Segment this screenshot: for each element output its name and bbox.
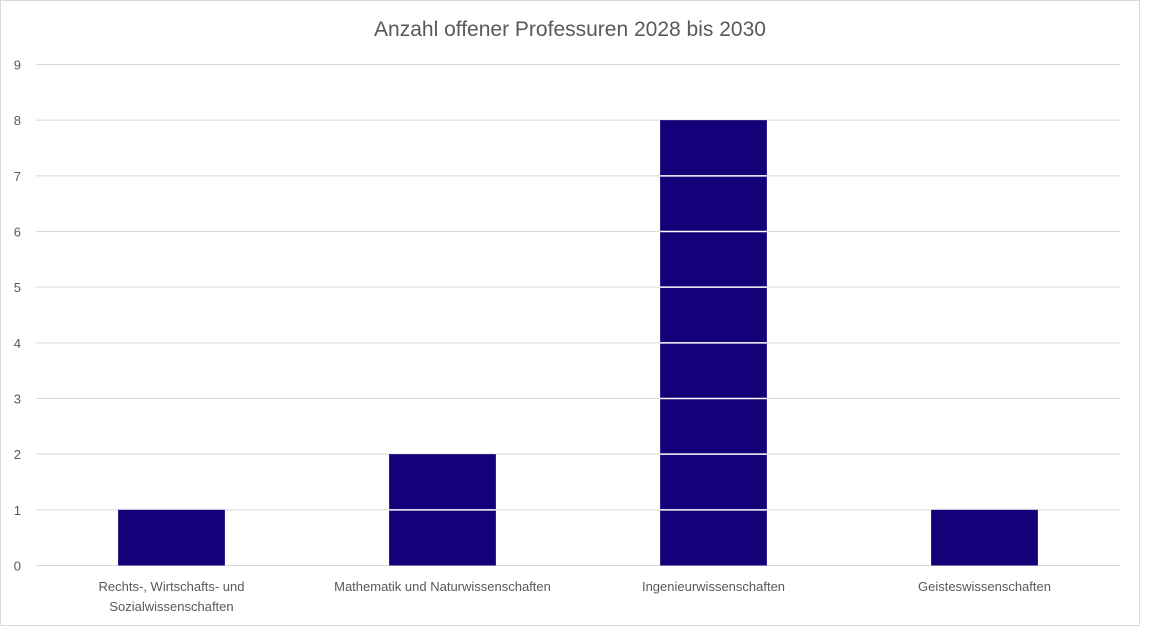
bar: [931, 509, 1038, 566]
bar: [118, 509, 225, 566]
y-tick-label: 2: [14, 447, 21, 462]
chart-title: Anzahl offener Professuren 2028 bis 2030: [374, 18, 766, 41]
x-tick-label: Sozialwissenschaften: [109, 599, 233, 614]
y-tick-label: 9: [14, 58, 21, 73]
y-tick-label: 5: [14, 280, 21, 295]
x-axis-labels: Rechts-, Wirtschafts- und Sozialwissensch…: [99, 579, 1051, 614]
x-tick-label: Rechts-, Wirtschafts- und: [99, 579, 245, 594]
bars: [118, 120, 1038, 566]
x-tick-label: Geisteswissenschaften: [918, 579, 1051, 594]
y-tick-label: 4: [14, 336, 21, 351]
y-tick-label: 3: [14, 392, 21, 407]
gridlines: [36, 64, 1120, 566]
y-tick-label: 7: [14, 169, 21, 184]
x-tick-label: Mathematik und Naturwissenschaften: [334, 579, 551, 594]
y-tick-label: 6: [14, 225, 21, 240]
x-tick-label: Ingenieurwissenschaften: [642, 579, 785, 594]
y-tick-label: 8: [14, 113, 21, 128]
y-axis-ticks: 0 1 2 3 4 5 6 7 8 9: [14, 58, 21, 574]
y-tick-label: 0: [14, 559, 21, 574]
y-tick-label: 1: [14, 503, 21, 518]
